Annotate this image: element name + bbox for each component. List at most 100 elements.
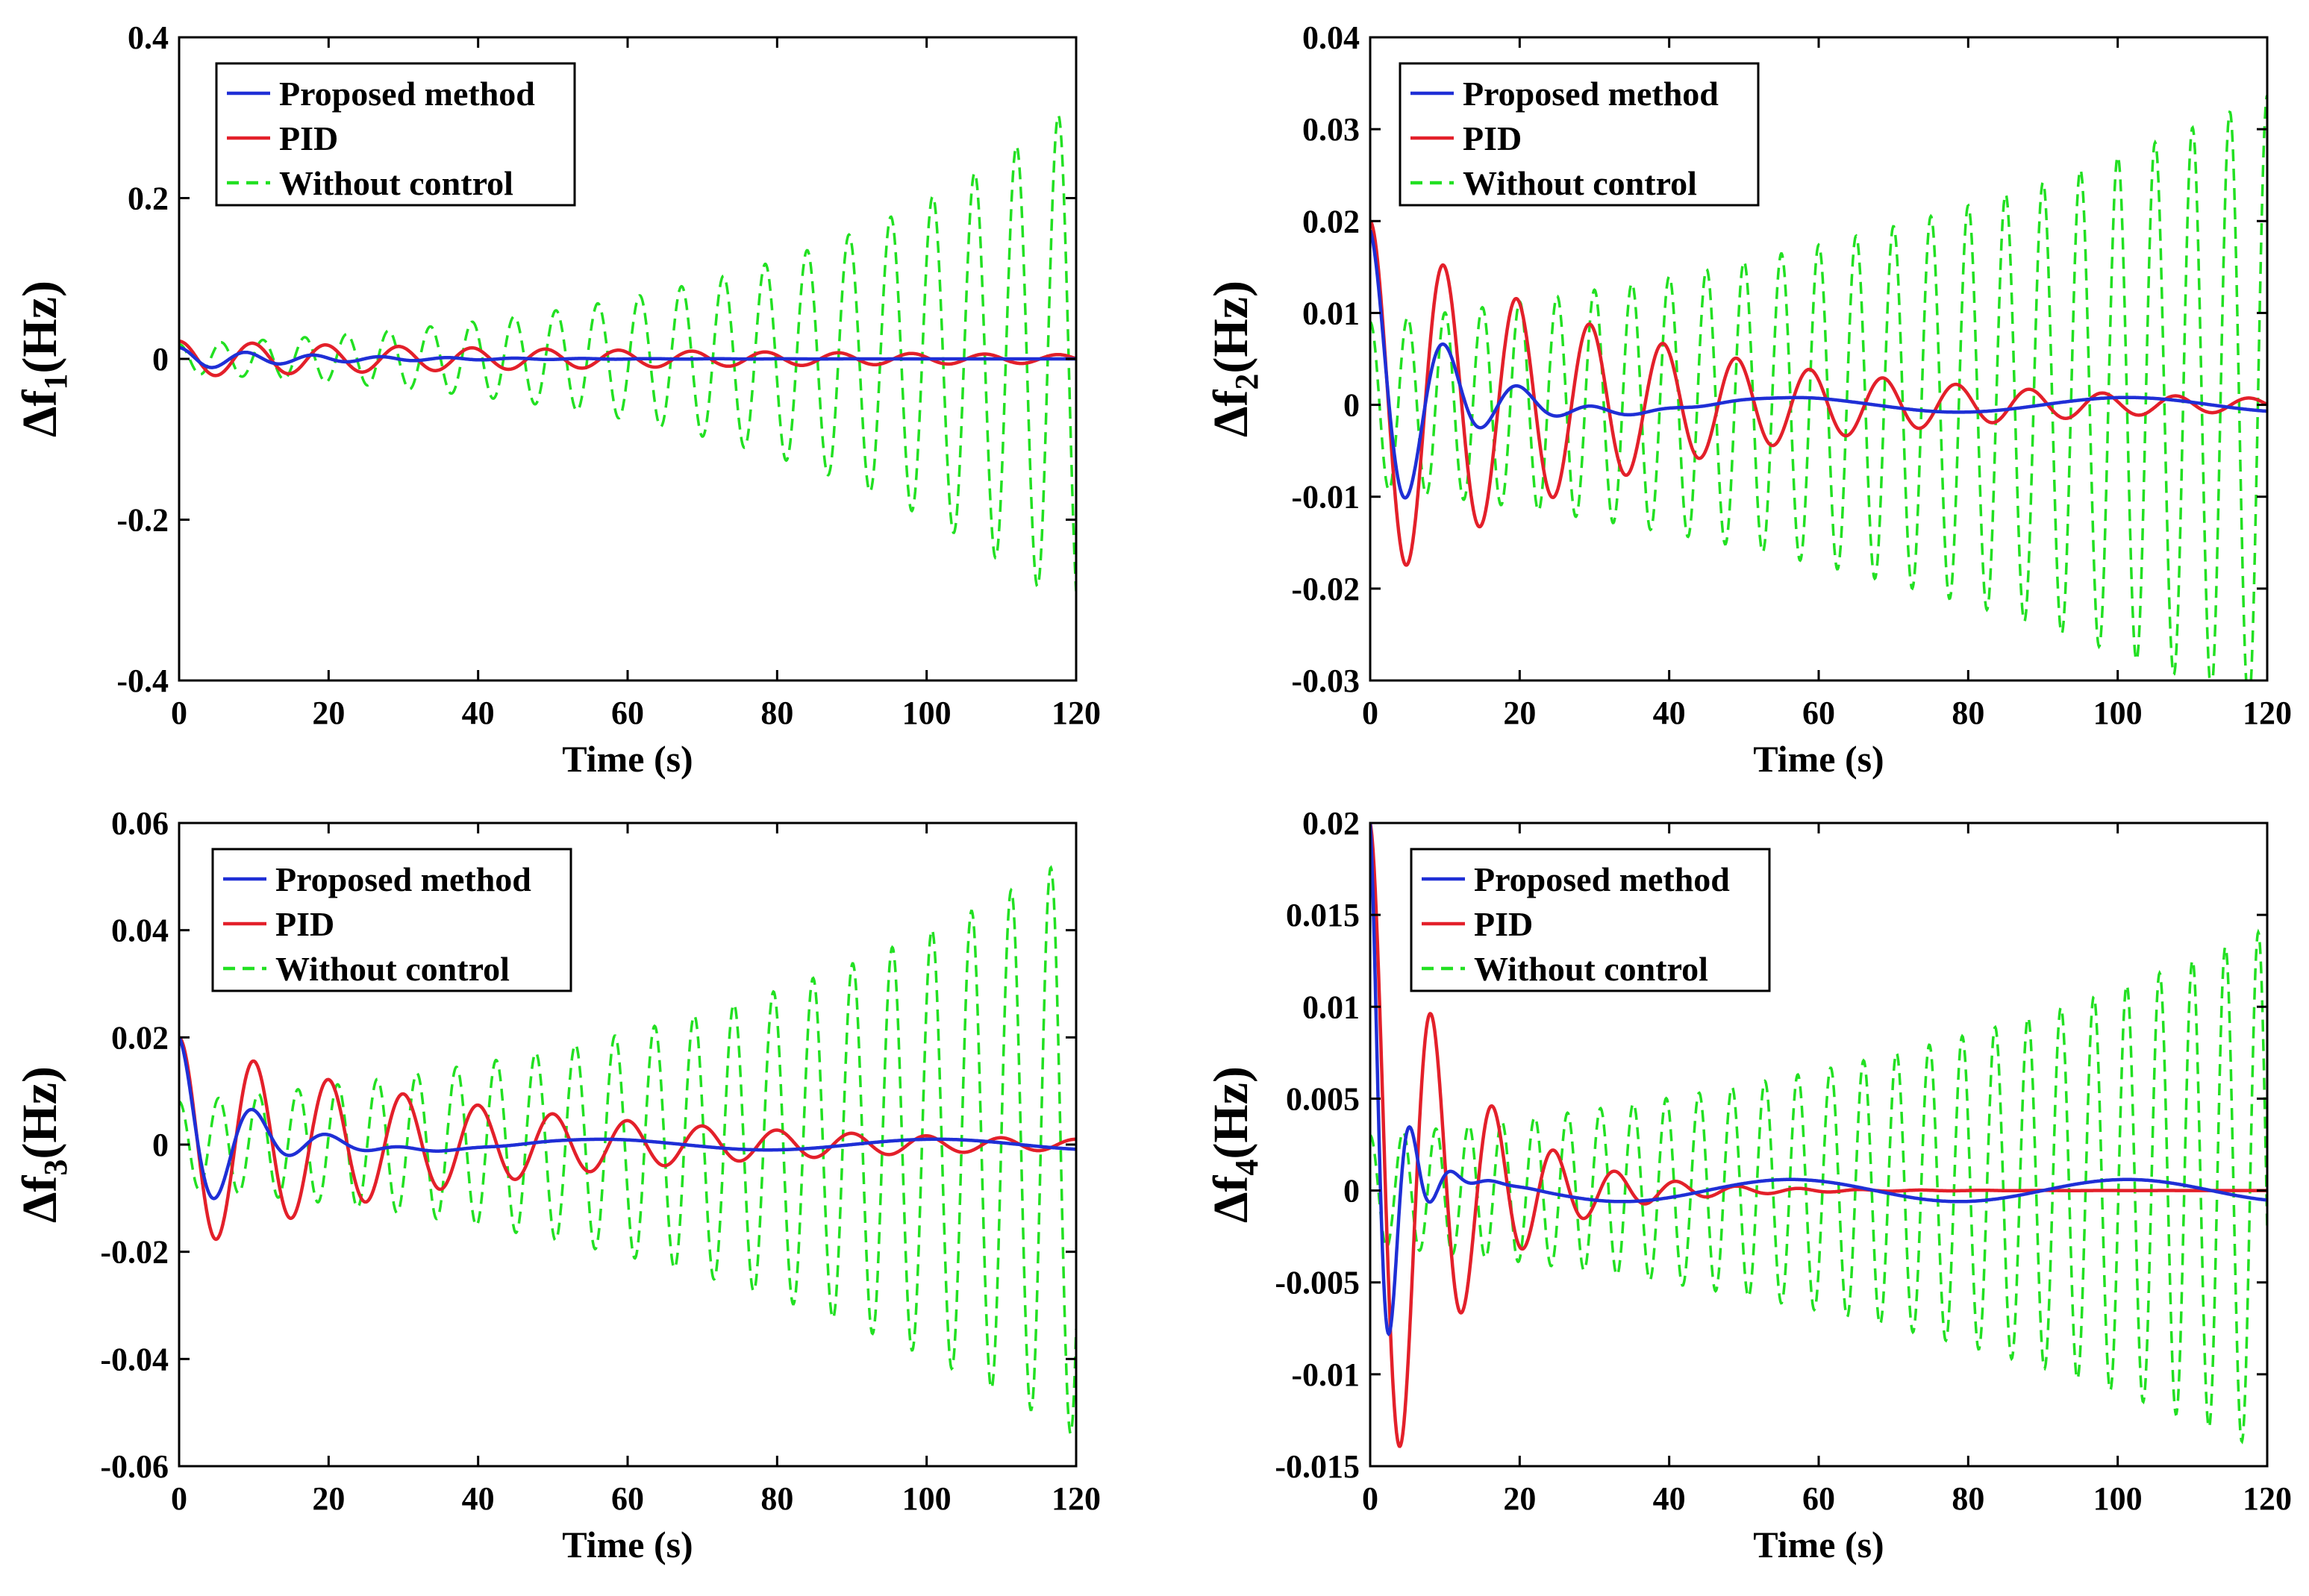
- y-label-unit: (Hz): [1204, 281, 1258, 374]
- x-tick-label: 80: [1952, 1480, 1984, 1517]
- y-tick-label: 0.04: [1302, 19, 1360, 56]
- legend-label: Without control: [279, 164, 513, 202]
- x-tick-label: 120: [1052, 695, 1101, 731]
- x-tick-label: 40: [462, 695, 495, 731]
- x-tick-label: 80: [1952, 695, 1984, 731]
- x-tick-label: 80: [760, 1480, 793, 1517]
- y-axis-label: Δf1(Hz): [13, 281, 74, 437]
- y-label-main: Δf: [13, 1175, 67, 1223]
- y-tick-label: -0.4: [116, 663, 169, 699]
- legend-label: PID: [279, 119, 338, 157]
- x-tick-label: 20: [1503, 695, 1536, 731]
- legend-box: [211, 848, 572, 992]
- x-tick-label: 20: [312, 695, 345, 731]
- legend-label: PID: [275, 905, 334, 943]
- legend-label: Proposed method: [275, 860, 531, 898]
- y-tick-label: 0: [152, 341, 169, 378]
- x-tick-label: 60: [611, 695, 644, 731]
- series-line-pid: [179, 1036, 1076, 1242]
- chart-f1: 0 20 40 60 80 100 120 -0.4 -0.2 0 0.2 0.4 Time (s) Δf…: [13, 19, 1101, 780]
- legend-label: Proposed method: [279, 75, 535, 113]
- series-line-proposed: [1370, 823, 2267, 1336]
- y-tick-label: -0.2: [116, 502, 169, 539]
- y-tick-label: -0.02: [1291, 571, 1360, 607]
- x-tick-label: 100: [2093, 695, 2143, 731]
- y-tick-label: -0.005: [1275, 1265, 1360, 1301]
- x-tick-label: 100: [902, 695, 952, 731]
- y-label-sub: 1: [37, 374, 74, 390]
- x-tick-label: 100: [902, 1480, 952, 1517]
- legend-label: Without control: [1474, 950, 1708, 988]
- x-tick-label: 60: [1802, 695, 1835, 731]
- legend: Proposed method PID Without control: [1399, 62, 1760, 207]
- series-line-proposed: [1370, 229, 2267, 500]
- y-tick-label: 0.03: [1302, 111, 1360, 148]
- y-tick-label: 0: [1343, 1173, 1360, 1209]
- y-tick-label: -0.015: [1275, 1448, 1360, 1485]
- y-tick-label: -0.01: [1291, 1356, 1360, 1393]
- y-tick-label: 0.04: [111, 913, 169, 949]
- y-label-sub: 3: [37, 1160, 74, 1176]
- x-tick-label: 40: [462, 1480, 495, 1517]
- y-tick-label: -0.01: [1291, 479, 1360, 516]
- y-tick-label: -0.06: [100, 1448, 169, 1485]
- y-label-sub: 4: [1228, 1160, 1265, 1176]
- legend-label: PID: [1474, 905, 1533, 943]
- y-tick-label: 0.01: [1302, 295, 1360, 331]
- x-axis-label: Time (s): [562, 738, 693, 780]
- y-tick-label: 0.01: [1302, 989, 1360, 1025]
- legend: Proposed method PID Without control: [1410, 848, 1771, 992]
- y-tick-label: 0.2: [128, 181, 169, 217]
- y-axis-label: Δf3(Hz): [13, 1066, 74, 1223]
- series-line-without: [1370, 928, 2267, 1445]
- y-label-unit: (Hz): [13, 1066, 67, 1160]
- x-tick-label: 120: [2243, 1480, 2292, 1517]
- y-tick-label: 0.4: [128, 19, 169, 56]
- x-tick-label: 120: [2243, 695, 2292, 731]
- legend-label: PID: [1463, 119, 1522, 157]
- x-axis-label: Time (s): [562, 1524, 693, 1565]
- y-tick-label: 0: [1343, 387, 1360, 424]
- series-line-without: [179, 113, 1076, 592]
- x-tick-label: 20: [1503, 1480, 1536, 1517]
- x-tick-label: 60: [1802, 1480, 1835, 1517]
- legend-label: Without control: [275, 950, 510, 988]
- legend-box: [1410, 848, 1771, 992]
- y-label-sub: 2: [1228, 374, 1265, 390]
- x-tick-label: 80: [760, 695, 793, 731]
- legend-label: Proposed method: [1474, 860, 1730, 898]
- series-line-pid: [1370, 219, 2267, 567]
- legend-box: [215, 62, 576, 207]
- y-tick-label: 0.02: [111, 1019, 169, 1056]
- y-label-main: Δf: [1204, 1175, 1258, 1223]
- x-tick-label: 0: [171, 1480, 187, 1517]
- y-label-unit: (Hz): [13, 281, 67, 374]
- y-tick-label: 0.015: [1286, 897, 1360, 933]
- y-tick-label: -0.02: [100, 1234, 169, 1271]
- y-axis-label: Δf4(Hz): [1204, 1066, 1265, 1223]
- y-label-unit: (Hz): [1204, 1066, 1258, 1160]
- x-tick-label: 20: [312, 1480, 345, 1517]
- series-line-without: [179, 865, 1076, 1437]
- x-tick-label: 0: [1362, 1480, 1378, 1517]
- y-label-main: Δf: [1204, 389, 1258, 437]
- series-line-without: [1370, 95, 2267, 680]
- legend-label: Without control: [1463, 164, 1697, 202]
- y-tick-label: 0: [152, 1127, 169, 1163]
- x-tick-label: 40: [1653, 1480, 1686, 1517]
- y-axis-label: Δf2(Hz): [1204, 281, 1265, 437]
- x-tick-label: 0: [171, 695, 187, 731]
- x-tick-label: 100: [2093, 1480, 2143, 1517]
- y-tick-label: 0.02: [1302, 805, 1360, 842]
- legend-label: Proposed method: [1463, 75, 1719, 113]
- series-line-proposed: [179, 1036, 1076, 1201]
- x-tick-label: 120: [1052, 1480, 1101, 1517]
- x-axis-label: Time (s): [1753, 1524, 1884, 1565]
- chart-f3: 0 20 40 60 80 100 120 -0.06 -0.04 -0.02 0 0.02 0.04 0…: [13, 805, 1101, 1565]
- x-tick-label: 0: [1362, 695, 1378, 731]
- y-tick-label: 0.02: [1302, 203, 1360, 240]
- legend-box: [1399, 62, 1760, 207]
- chart-f4: 0 20 40 60 80 100 120 -0.015 -0.01 -0.005 0 0.005 0.…: [1204, 805, 2292, 1565]
- y-tick-label: 0.005: [1286, 1080, 1360, 1117]
